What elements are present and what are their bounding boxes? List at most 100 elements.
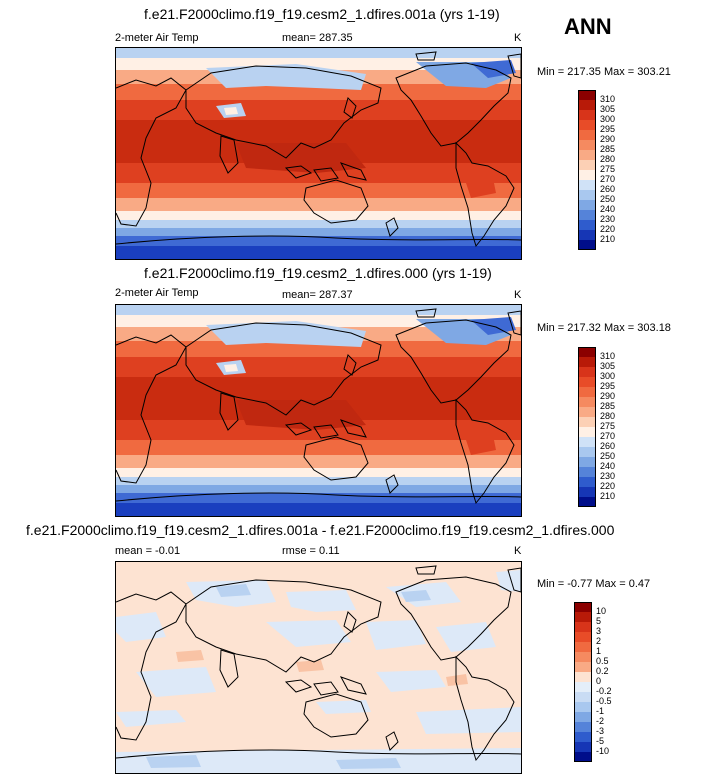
colorbar-swatch: [578, 130, 596, 140]
colorbar-swatch: [578, 487, 596, 497]
colorbar-swatch: [578, 240, 596, 250]
colorbar-label: 270: [600, 174, 616, 184]
colorbar-swatch: [578, 397, 596, 407]
panel-3-map-field: [116, 562, 521, 773]
panel-2-units: K: [514, 289, 522, 301]
colorbar-label: 285: [600, 401, 616, 411]
colorbar-swatch: [578, 497, 596, 507]
colorbar-swatch: [578, 230, 596, 240]
colorbar-swatch: [578, 427, 596, 437]
colorbar-label: 220: [600, 224, 616, 234]
colorbar-label: 275: [600, 164, 616, 174]
colorbar-label: 260: [600, 184, 616, 194]
colorbar-swatch: [574, 732, 592, 742]
colorbar-swatch: [578, 170, 596, 180]
colorbar-label: 260: [600, 441, 616, 451]
panel-2-mean: mean= 287.37: [282, 289, 353, 301]
colorbar-label: 1: [596, 646, 602, 656]
panel-1-variable: 2-meter Air Temp: [115, 32, 199, 44]
colorbar-swatch: [578, 180, 596, 190]
colorbar-label: -5: [596, 736, 605, 746]
colorbar-label: -2: [596, 716, 605, 726]
panel-3-units: K: [514, 545, 522, 557]
panel-1-title: f.e21.F2000climo.f19_f19.cesm2_1.dfires.…: [144, 6, 500, 22]
colorbar-label: 230: [600, 214, 616, 224]
colorbar-swatch: [578, 210, 596, 220]
colorbar-label: 220: [600, 481, 616, 491]
colorbar-label: 240: [600, 204, 616, 214]
colorbar-label: 2: [596, 636, 602, 646]
panel-2-variable: 2-meter Air Temp: [115, 287, 199, 299]
colorbar-swatch: [578, 90, 596, 100]
colorbar-swatch: [578, 437, 596, 447]
colorbar-label: 210: [600, 234, 616, 244]
colorbar-swatch: [578, 467, 596, 477]
colorbar-swatch: [578, 140, 596, 150]
colorbar-label: 310: [600, 94, 616, 104]
colorbar-label: 285: [600, 144, 616, 154]
colorbar-swatch: [574, 682, 592, 692]
colorbar-label: 300: [600, 371, 616, 381]
colorbar-label: 290: [600, 134, 616, 144]
panel-1-units: K: [514, 32, 522, 44]
colorbar-label: 0.2: [596, 666, 609, 676]
colorbar-label: 230: [600, 471, 616, 481]
colorbar-swatch: [578, 110, 596, 120]
colorbar-swatch: [574, 642, 592, 652]
colorbar-label: 300: [600, 114, 616, 124]
colorbar-label: 275: [600, 421, 616, 431]
colorbar-swatch: [578, 220, 596, 230]
colorbar-label: -10: [596, 746, 610, 756]
colorbar-label: 305: [600, 361, 616, 371]
colorbar-swatch: [574, 602, 592, 612]
panel-1-map-field: [116, 48, 521, 259]
colorbar-label: 240: [600, 461, 616, 471]
panel-3-mean: mean = -0.01: [115, 545, 181, 557]
colorbar-label: 10: [596, 606, 607, 616]
colorbar-swatch: [578, 190, 596, 200]
colorbar-label: -3: [596, 726, 605, 736]
colorbar-swatch: [578, 387, 596, 397]
colorbar-swatch: [578, 447, 596, 457]
colorbar-swatch: [574, 702, 592, 712]
colorbar-swatch: [574, 632, 592, 642]
colorbar-label: -0.5: [596, 696, 612, 706]
panel-1-map: [115, 47, 522, 260]
colorbar-swatch: [578, 417, 596, 427]
colorbar-swatch: [578, 357, 596, 367]
colorbar-swatch: [574, 742, 592, 752]
panel-3-minmax: Min = -0.77 Max = 0.47: [537, 578, 651, 590]
panel-2-title: f.e21.F2000climo.f19_f19.cesm2_1.dfires.…: [144, 265, 492, 281]
colorbar-label: 5: [596, 616, 602, 626]
panel-2-map-field: [116, 305, 521, 516]
colorbar-swatch: [578, 407, 596, 417]
colorbar-label: 280: [600, 411, 616, 421]
colorbar-swatch: [578, 477, 596, 487]
panel-1-mean: mean= 287.35: [282, 32, 353, 44]
colorbar-label: 295: [600, 381, 616, 391]
colorbar-label: 210: [600, 491, 616, 501]
colorbar-swatch: [578, 377, 596, 387]
colorbar-label: 0: [596, 676, 602, 686]
colorbar-label: 3: [596, 626, 602, 636]
colorbar-label: 295: [600, 124, 616, 134]
panel-3-title: f.e21.F2000climo.f19_f19.cesm2_1.dfires.…: [26, 522, 615, 538]
colorbar-label: -0.2: [596, 686, 612, 696]
season-label: ANN: [564, 14, 612, 39]
colorbar-label: 290: [600, 391, 616, 401]
colorbar-label: 310: [600, 351, 616, 361]
colorbar-swatch: [574, 652, 592, 662]
panel-1-minmax: Min = 217.35 Max = 303.21: [537, 66, 671, 78]
colorbar-label: -1: [596, 706, 605, 716]
colorbar-label: 270: [600, 431, 616, 441]
panel-3-map: [115, 561, 522, 774]
colorbar-label: 250: [600, 194, 616, 204]
colorbar-swatch: [578, 457, 596, 467]
colorbar-swatch: [578, 100, 596, 110]
colorbar-swatch: [574, 672, 592, 682]
colorbar-swatch: [574, 662, 592, 672]
colorbar-swatch: [578, 160, 596, 170]
colorbar-swatch: [574, 692, 592, 702]
colorbar-swatch: [574, 722, 592, 732]
colorbar-label: 0.5: [596, 656, 609, 666]
